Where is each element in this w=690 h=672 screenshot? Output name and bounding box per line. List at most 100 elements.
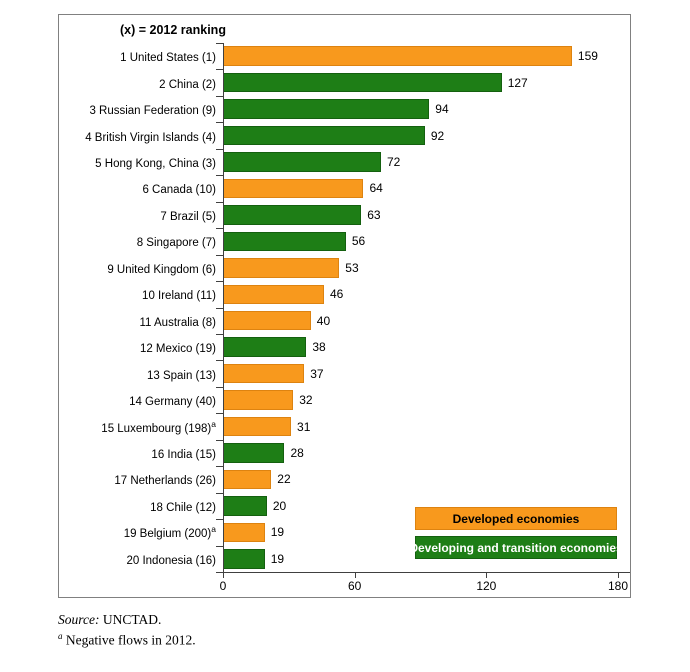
value-axis-tick	[486, 573, 488, 578]
bar-developed	[223, 363, 305, 384]
bar-developed	[223, 284, 324, 305]
category-tick	[216, 492, 223, 494]
value-axis-tick-label: 60	[347, 579, 362, 593]
bar-row: 14 Germany (40) 32	[59, 387, 630, 413]
category-label: 20 Indonesia (16)	[59, 551, 216, 567]
bar-row: 4 British Virgin Islands (4) 92	[59, 122, 630, 148]
footnote-superscript: a	[211, 524, 216, 535]
bar-row: 8 Singapore (7) 56	[59, 228, 630, 254]
category-tick	[216, 228, 223, 230]
category-label: 18 Chile (12)	[59, 498, 216, 514]
bar-row: 11 Australia (8) 40	[59, 308, 630, 334]
bar-developing	[223, 549, 265, 569]
bar-developing	[223, 72, 502, 93]
footnote-text: Negative flows in 2012.	[65, 632, 196, 648]
category-label-text: 4 British Virgin Islands (4)	[85, 131, 216, 144]
bar-developing	[223, 443, 285, 463]
bar-value-label: 22	[277, 472, 291, 487]
bar-developing	[223, 205, 362, 225]
category-label-text: 5 Hong Kong, China (3)	[95, 157, 216, 170]
value-axis-tick-label: 0	[219, 579, 227, 593]
bar-developed	[223, 416, 292, 437]
bar-value-label: 92	[430, 128, 445, 143]
category-tick	[216, 175, 223, 177]
bar-developing	[223, 496, 267, 516]
category-label-text: 10 Ireland (11)	[142, 290, 216, 303]
bar-row: 6 Canada (10) 64	[59, 175, 630, 201]
category-label: 7 Brazil (5)	[59, 207, 216, 223]
footnote-marker: a	[58, 631, 63, 641]
source-line: Source: UNCTAD.	[58, 611, 196, 628]
category-label-text: 11 Australia (8)	[139, 316, 217, 329]
category-label: 5 Hong Kong, China (3)	[59, 154, 216, 170]
bar-row: 1 United States (1) 159	[59, 43, 630, 69]
category-tick	[216, 201, 223, 203]
legend-item-developing: Developing and transition economies	[409, 536, 623, 559]
bar-row: 20 Indonesia (16) 19	[59, 546, 630, 572]
category-tick	[216, 360, 223, 362]
category-tick	[216, 333, 223, 335]
bar-value-label: 19	[270, 551, 285, 566]
category-label-text: 2 China (2)	[159, 78, 216, 91]
bar-value-label: 32	[299, 393, 313, 408]
footnote-line: a Negative flows in 2012.	[58, 628, 196, 649]
source-note: Source: UNCTAD. a Negative flows in 2012…	[58, 611, 196, 649]
category-tick	[216, 95, 223, 97]
bar-developing	[223, 231, 346, 252]
bar-row: 16 India (15) 28	[59, 440, 630, 466]
bar-row: 9 United Kingdom (6) 53	[59, 255, 630, 281]
category-label-text: 1 United States (1)	[120, 52, 216, 65]
category-label: 16 India (15)	[59, 445, 216, 461]
footnote-superscript: a	[211, 418, 216, 429]
bar-value-label: 40	[316, 313, 331, 328]
category-label: 10 Ireland (11)	[59, 286, 216, 302]
category-label-text: 3 Russian Federation (9)	[89, 105, 216, 118]
category-label-text: 13 Spain (13)	[146, 369, 216, 382]
bar-value-label: 64	[369, 181, 383, 196]
category-label-text: 18 Chile (12)	[150, 501, 216, 514]
category-tick	[216, 413, 223, 415]
category-label-text: 9 United Kingdom (6)	[107, 263, 216, 276]
category-axis-line	[223, 43, 224, 572]
bar-developing	[223, 337, 307, 357]
bar-value-label: 159	[577, 49, 598, 64]
bar-row: 13 Spain (13) 37	[59, 360, 630, 386]
bar-row: 18 Chile (12) 20	[59, 493, 630, 519]
bar-developing	[223, 152, 381, 172]
value-axis-line	[216, 572, 630, 573]
category-tick	[216, 466, 223, 468]
category-label: 17 Netherlands (26)	[59, 471, 216, 487]
category-label-text: 14 Germany (40)	[129, 395, 216, 408]
category-label: 11 Australia (8)	[59, 313, 217, 329]
bar-developed	[223, 310, 311, 331]
category-tick	[216, 281, 223, 283]
category-label-text: 12 Mexico (19)	[139, 343, 216, 356]
value-axis-tick	[618, 573, 619, 578]
category-label: 12 Mexico (19)	[59, 339, 216, 355]
category-label-text: 17 Netherlands (26)	[114, 475, 216, 488]
bar-value-label: 31	[297, 419, 311, 434]
chart-title: (x) = 2012 ranking	[120, 23, 226, 37]
bar-value-label: 94	[435, 102, 449, 117]
bar-value-label: 28	[290, 445, 304, 460]
category-tick	[216, 386, 223, 388]
category-label: 14 Germany (40)	[59, 392, 216, 408]
category-tick	[216, 254, 223, 256]
bar-row: 10 Ireland (11) 46	[59, 281, 630, 307]
category-label-text: 16 India (15)	[151, 448, 216, 461]
category-label-text: 19 Belgium (200)	[123, 528, 212, 541]
bar-developed	[223, 258, 340, 278]
bar-value-label: 38	[312, 340, 326, 355]
source-label: Source:	[58, 612, 100, 627]
bar-value-label: 56	[351, 234, 366, 249]
bar-developing	[223, 125, 425, 146]
category-tick	[216, 148, 223, 150]
bar-developing	[223, 99, 430, 119]
category-tick	[216, 43, 223, 44]
category-label: 2 China (2)	[59, 75, 216, 91]
category-tick	[216, 122, 223, 124]
category-label: 19 Belgium (200)a	[59, 524, 216, 540]
category-tick	[216, 519, 223, 521]
bar-developed	[223, 178, 364, 199]
bar-row: 17 Netherlands (26) 22	[59, 466, 630, 492]
